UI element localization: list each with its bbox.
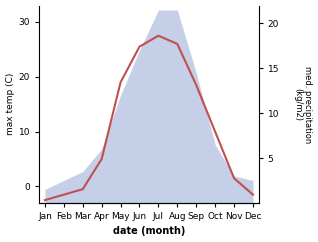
Y-axis label: med. precipitation
(kg/m2): med. precipitation (kg/m2): [293, 66, 313, 143]
X-axis label: date (month): date (month): [113, 227, 185, 236]
Y-axis label: max temp (C): max temp (C): [5, 73, 15, 135]
